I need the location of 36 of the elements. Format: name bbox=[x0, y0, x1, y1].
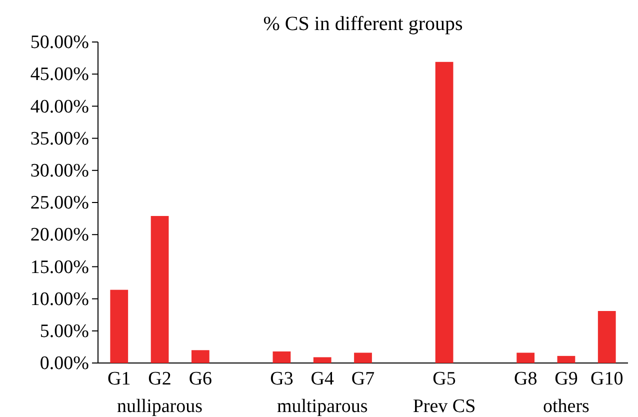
x-tick-label: G6 bbox=[188, 368, 212, 390]
y-tick-label: 45.00% bbox=[30, 64, 90, 86]
x-tick-label: G3 bbox=[270, 368, 294, 390]
x-tick-label: G4 bbox=[310, 368, 334, 390]
x-tick-label: G8 bbox=[514, 368, 538, 390]
bar bbox=[313, 357, 332, 363]
bar bbox=[354, 352, 372, 363]
text: others bbox=[543, 396, 590, 417]
x-tick-label: G9 bbox=[554, 368, 578, 390]
text: Prev CS bbox=[412, 396, 476, 417]
bar bbox=[435, 62, 454, 363]
bar bbox=[598, 311, 616, 363]
bar bbox=[110, 290, 128, 363]
bar bbox=[557, 356, 576, 363]
x-tick-label: G1 bbox=[108, 368, 131, 390]
y-tick-label: 35.00% bbox=[30, 128, 90, 150]
y-tick-label: 5.00% bbox=[40, 320, 90, 342]
bar bbox=[150, 216, 169, 363]
x-tick-label: G7 bbox=[351, 368, 375, 390]
bar bbox=[272, 351, 291, 363]
x-tick-label: G2 bbox=[148, 368, 172, 390]
x-tick-label: G10 bbox=[590, 368, 624, 390]
y-tick-label: 20.00% bbox=[30, 224, 90, 246]
y-tick-label: 50.00% bbox=[30, 32, 90, 54]
y-tick-label: 30.00% bbox=[30, 160, 90, 182]
y-tick-label: 10.00% bbox=[30, 288, 90, 310]
text: nulliparous bbox=[117, 396, 203, 417]
chart-title: % CS in different groups bbox=[263, 13, 464, 35]
y-tick-label: 15.00% bbox=[30, 256, 90, 278]
x-tick-label: G5 bbox=[432, 368, 456, 390]
bar bbox=[191, 350, 210, 363]
y-tick-label: 40.00% bbox=[30, 96, 90, 118]
y-tick-label: 25.00% bbox=[30, 192, 90, 214]
bar bbox=[516, 352, 535, 363]
y-tick-label: 0.00% bbox=[40, 353, 90, 374]
text: multiparous bbox=[276, 396, 368, 417]
